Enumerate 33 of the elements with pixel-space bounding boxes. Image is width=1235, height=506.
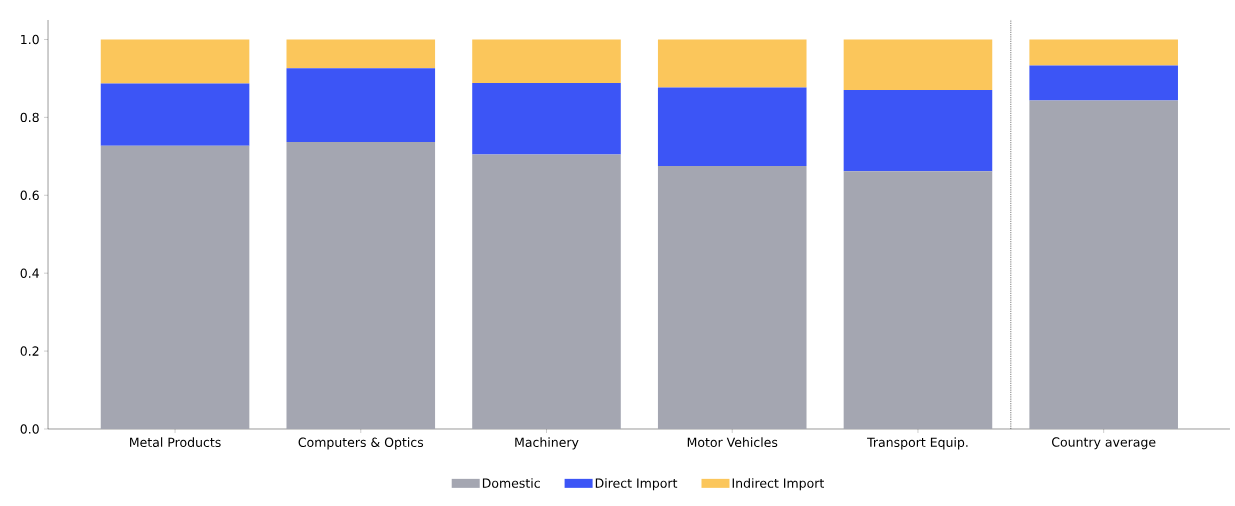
x-tick-label: Machinery	[515, 437, 579, 450]
legend-label: Domestic	[482, 478, 540, 488]
bar	[286, 39, 436, 69]
bar	[1029, 65, 1178, 101]
legend-label: Indirect Import	[732, 478, 824, 491]
y-tick-label: 0.2	[20, 346, 39, 356]
y-tick-label: 0.4	[20, 268, 39, 278]
y-tick-label: 0.0	[20, 424, 39, 434]
bar	[657, 166, 807, 429]
x-tick-label: Computers & Optics	[298, 437, 424, 450]
bar	[286, 141, 436, 429]
bar	[472, 154, 621, 429]
bar	[843, 90, 993, 172]
bar	[657, 87, 807, 167]
x-tick-label: Motor Vehicles	[687, 437, 778, 448]
y-tick-label: 0.6	[20, 190, 39, 200]
bar	[1029, 100, 1178, 429]
x-tick-label: Transport Equip.	[867, 437, 968, 450]
bar	[657, 39, 807, 88]
bar	[843, 39, 993, 91]
legend-label: Direct Import	[595, 478, 678, 491]
bar	[1029, 39, 1178, 66]
bar	[472, 39, 621, 84]
bar	[100, 39, 250, 84]
bar	[843, 171, 993, 429]
bar	[100, 83, 250, 146]
bar	[100, 145, 250, 429]
x-tick-label: Country average	[1051, 437, 1156, 450]
y-tick-label: 0.8	[20, 112, 39, 123]
bar	[286, 68, 436, 142]
y-tick-label: 1.0	[21, 34, 39, 45]
bar	[472, 83, 621, 155]
x-tick-label: Metal Products	[130, 437, 221, 448]
